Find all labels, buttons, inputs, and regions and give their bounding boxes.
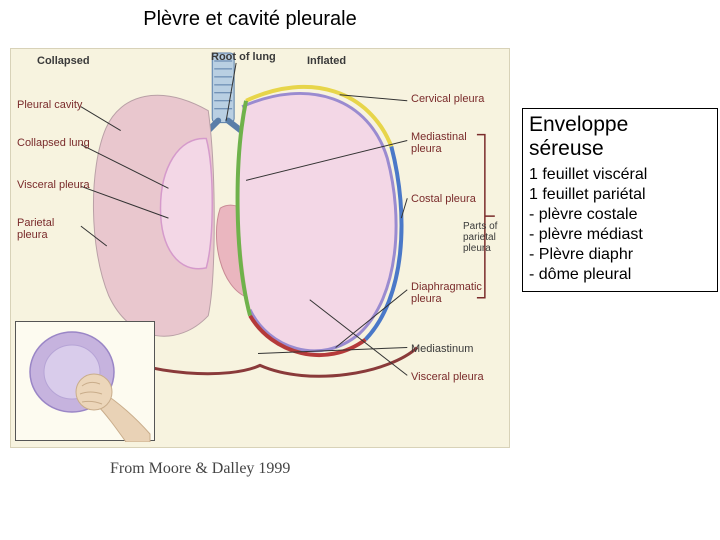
- label-mediastinal-pleura: Mediastinal pleura: [411, 131, 467, 155]
- inset-fist-balloon: [15, 321, 155, 441]
- credit-text: From Moore & Dalley 1999: [110, 460, 290, 478]
- page-title: Plèvre et cavité pleurale: [0, 8, 500, 31]
- label-parietal-pleura-left: Parietal pleura: [17, 217, 54, 241]
- label-collapsed: Collapsed: [37, 55, 90, 67]
- parietal-bracket: [477, 135, 495, 298]
- label-inflated: Inflated: [307, 55, 346, 67]
- label-parts-parietal: Parts of parietal pleura: [463, 221, 497, 254]
- label-visceral-pleura-left: Visceral pleura: [17, 179, 90, 191]
- label-diaphragmatic-pleura: Diaphragmatic pleura: [411, 281, 482, 305]
- right-lung: [238, 93, 396, 350]
- label-costal-pleura: Costal pleura: [411, 193, 476, 205]
- side-heading: Enveloppe séreuse: [529, 113, 711, 161]
- side-item: 1 feuillet pariétal: [529, 185, 711, 205]
- side-text-box: Enveloppe séreuse 1 feuillet viscéral 1 …: [522, 108, 718, 292]
- side-heading-l2: séreuse: [529, 137, 604, 160]
- label-pleural-cavity: Pleural cavity: [17, 99, 82, 111]
- side-item: - dôme pleural: [529, 265, 711, 285]
- label-cervical-pleura: Cervical pleura: [411, 93, 484, 105]
- side-item: - Plèvre diaphr: [529, 245, 711, 265]
- side-item: - plèvre médiast: [529, 225, 711, 245]
- label-root-of-lung: Root of lung: [211, 51, 276, 63]
- label-mediastinum: Mediastinum: [411, 343, 473, 355]
- side-item: 1 feuillet viscéral: [529, 165, 711, 185]
- label-collapsed-lung: Collapsed lung: [17, 137, 90, 149]
- side-heading-l1: Enveloppe: [529, 113, 628, 136]
- label-visceral-pleura-right: Visceral pleura: [411, 371, 484, 383]
- pleura-diagram: Collapsed Root of lung Inflated Pleural …: [10, 48, 510, 448]
- side-item: - plèvre costale: [529, 205, 711, 225]
